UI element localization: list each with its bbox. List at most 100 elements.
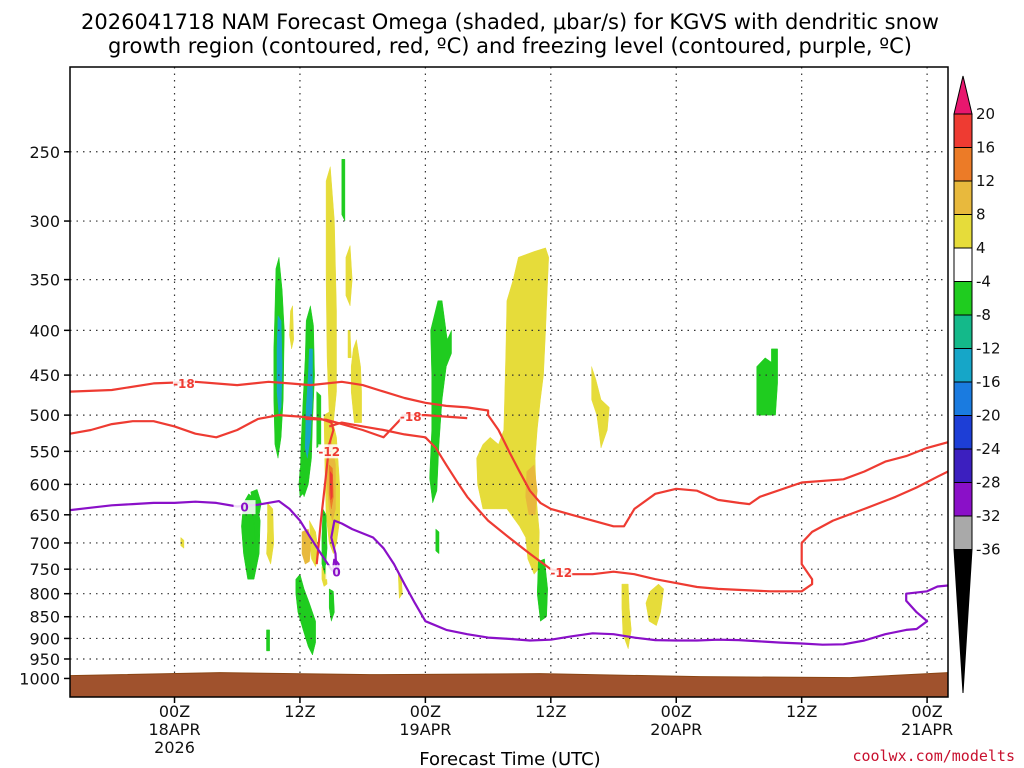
colorbar-label-12: -32: [976, 507, 1001, 525]
x-tick-label-48-1: 20APR: [650, 720, 702, 739]
contour-label-3: -12: [550, 566, 572, 580]
contour-label-bg-5: [325, 565, 348, 580]
omega-region-21: [321, 507, 328, 575]
x-tick-label-24-1: 19APR: [399, 720, 451, 739]
colorbar-label-3: 8: [976, 206, 986, 224]
y-tick-label-950: 950: [29, 650, 60, 669]
omega-region-33: [591, 366, 610, 448]
colorbar-label-9: -20: [976, 407, 1001, 425]
omega-region-34: [621, 583, 632, 650]
x-axis-title: Forecast Time (UTC): [419, 749, 600, 768]
x-tick-label-60-0: 12Z: [786, 702, 817, 721]
omega-region-36: [756, 348, 778, 416]
chart-title-line-2: growth region (contoured, red, ºC) and f…: [108, 34, 912, 58]
contour-line-2: [70, 414, 335, 565]
y-tick-label-1000: 1000: [19, 669, 60, 688]
credit-link[interactable]: coolwx.com/modelts: [852, 747, 1015, 765]
contour-layer: -18 -18 -12 -12 0 0: [70, 376, 948, 646]
omega-region-35: [645, 583, 664, 626]
colorbar-label-6: -8: [976, 306, 991, 324]
omega-region-26: [350, 339, 362, 423]
omega-region-6: [276, 314, 283, 416]
colorbar-bin-3: [953, 180, 973, 215]
omega-region-32: [536, 558, 548, 622]
y-tick-label-750: 750: [29, 560, 60, 579]
contour-label-bg-1: [399, 409, 422, 424]
contour-label-1: -18: [400, 410, 422, 424]
omega-region-23: [295, 573, 316, 656]
colorbar-bin-1: [953, 113, 973, 148]
omega-region-22: [341, 159, 346, 222]
x-tick-label-48-0: 00Z: [661, 702, 692, 721]
colorbar-label-1: 16: [976, 139, 995, 157]
colorbar-bin-2: [953, 147, 973, 182]
y-tick-label-250: 250: [29, 143, 60, 162]
colorbar-bin-5: [953, 247, 973, 282]
x-tick-label-12-0: 12Z: [284, 702, 315, 721]
omega-shading-layer: [180, 159, 778, 656]
colorbar-label-8: -16: [976, 373, 1001, 391]
grid-layer: [70, 67, 948, 697]
y-tick-label-900: 900: [29, 629, 60, 648]
y-tick-label-650: 650: [29, 506, 60, 525]
contour-label-bg-0: [172, 376, 195, 391]
colorbar-bin-11: [953, 448, 973, 483]
contour-line-3: [328, 421, 948, 593]
omega-region-2: [248, 517, 257, 576]
colorbar-bin-9: [953, 381, 973, 416]
contour-label-bg-4: [233, 500, 256, 515]
contour-line-4: [70, 500, 948, 646]
omega-region-11: [325, 166, 337, 424]
omega-region-37: [435, 528, 440, 555]
contour-label-2: -12: [318, 445, 340, 459]
contour-label-5: 0: [332, 566, 340, 580]
y-axis: 250 300 350 400 450 500 550 600 650 700 750 800 850 9…: [19, 143, 70, 688]
omega-region-29: [429, 300, 452, 503]
colorbar-label-0: 20: [976, 105, 995, 123]
y-tick-label-350: 350: [29, 271, 60, 290]
y-tick-label-700: 700: [29, 534, 60, 553]
y-tick-label-600: 600: [29, 475, 60, 494]
x-tick-label-72-0: 00Z: [911, 702, 942, 721]
y-tick-label-850: 850: [29, 608, 60, 627]
omega-region-3: [266, 502, 275, 566]
contour-label-bg-2: [318, 444, 341, 459]
x-tick-label-0-1: 18APR: [148, 720, 200, 739]
contour-label-0: -18: [173, 377, 195, 391]
colorbar-label-2: 12: [976, 172, 995, 190]
colorbar-label-7: -12: [976, 340, 1001, 358]
ground-surface: [70, 672, 948, 697]
colorbar-label-11: -28: [976, 474, 1001, 492]
colorbar-bottom-arrow: [953, 549, 973, 694]
colorbar-bin-6: [953, 281, 973, 316]
colorbar: 20 16 12 8 4 -4 -8 -12 -16 -20 -24 -28 -32 -36: [953, 75, 1001, 694]
x-tick-label-24-0: 00Z: [410, 702, 441, 721]
colorbar-label-4: 4: [976, 239, 986, 257]
y-tick-label-550: 550: [29, 442, 60, 461]
plot-frame: [69, 66, 949, 698]
contour-line-1: [305, 414, 468, 439]
omega-region-12: [345, 245, 353, 306]
colorbar-bin-4: [953, 214, 973, 249]
omega-region-24: [328, 588, 335, 622]
y-tick-label-400: 400: [29, 321, 60, 340]
colorbar-bin-8: [953, 348, 973, 383]
omega-region-31: [525, 464, 538, 516]
colorbar-bin-10: [953, 415, 973, 450]
surface-layer: [70, 672, 948, 697]
colorbar-bin-7: [953, 314, 973, 349]
colorbar-label-13: -36: [976, 541, 1001, 559]
y-tick-label-500: 500: [29, 406, 60, 425]
omega-region-16: [330, 470, 333, 501]
x-tick-label-72-1: 21APR: [901, 720, 953, 739]
colorbar-top-arrow: [953, 75, 973, 115]
contour-label-4: 0: [240, 501, 248, 515]
y-tick-label-450: 450: [29, 366, 60, 385]
x-tick-label-0-0: 00Z: [159, 702, 190, 721]
colorbar-label-5: -4: [976, 273, 991, 291]
contour-label-bg-3: [550, 565, 573, 580]
omega-region-17: [301, 528, 312, 565]
x-tick-label-0-2: 2026: [154, 738, 195, 757]
